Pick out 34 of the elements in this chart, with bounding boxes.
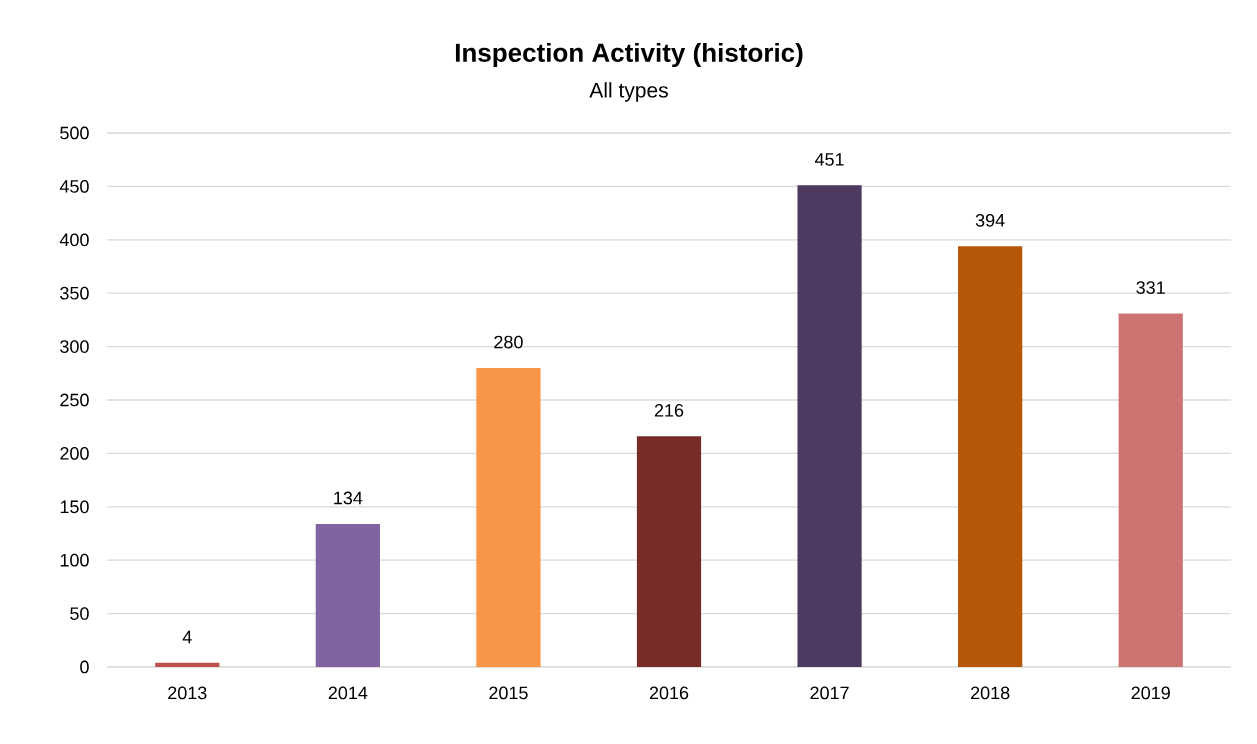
- bar: [1118, 313, 1183, 667]
- x-tick-label: 2014: [328, 686, 368, 700]
- x-tick-label: 2016: [649, 686, 689, 700]
- x-tick-label: 2013: [168, 686, 207, 700]
- data-label: 394: [975, 213, 1005, 227]
- y-tick-label: 350: [60, 286, 89, 300]
- data-label: 280: [494, 335, 523, 349]
- bar: [797, 185, 862, 667]
- data-label: 134: [334, 491, 363, 505]
- y-tick-label: 150: [60, 500, 89, 514]
- x-tick-label: 2015: [489, 686, 528, 700]
- data-label: 4: [182, 630, 192, 644]
- data-label: 451: [814, 153, 844, 166]
- y-tick-label: 100: [60, 553, 89, 567]
- y-tick-label: 250: [60, 393, 89, 407]
- y-tick-label: 0: [80, 660, 89, 674]
- data-label: 331: [1136, 281, 1165, 294]
- y-tick-label: 200: [60, 447, 89, 460]
- bar: [476, 367, 541, 667]
- y-tick-label: 500: [60, 126, 89, 140]
- bar: [315, 523, 380, 667]
- x-tick-label: 2019: [1131, 686, 1170, 700]
- chart-title: Inspection Activity (historic): [455, 42, 803, 68]
- y-tick-label: 50: [70, 607, 89, 620]
- bar: [155, 662, 220, 667]
- data-label: 216: [654, 404, 684, 417]
- x-tick-label: 2018: [971, 686, 1010, 700]
- x-tick-label: 2017: [810, 686, 849, 700]
- chart-subtitle: All types: [589, 82, 668, 102]
- y-tick-label: 400: [59, 233, 89, 247]
- bar: [636, 436, 702, 667]
- y-tick-label: 300: [60, 340, 89, 353]
- bar: [958, 246, 1023, 667]
- y-tick-label: 450: [59, 180, 89, 193]
